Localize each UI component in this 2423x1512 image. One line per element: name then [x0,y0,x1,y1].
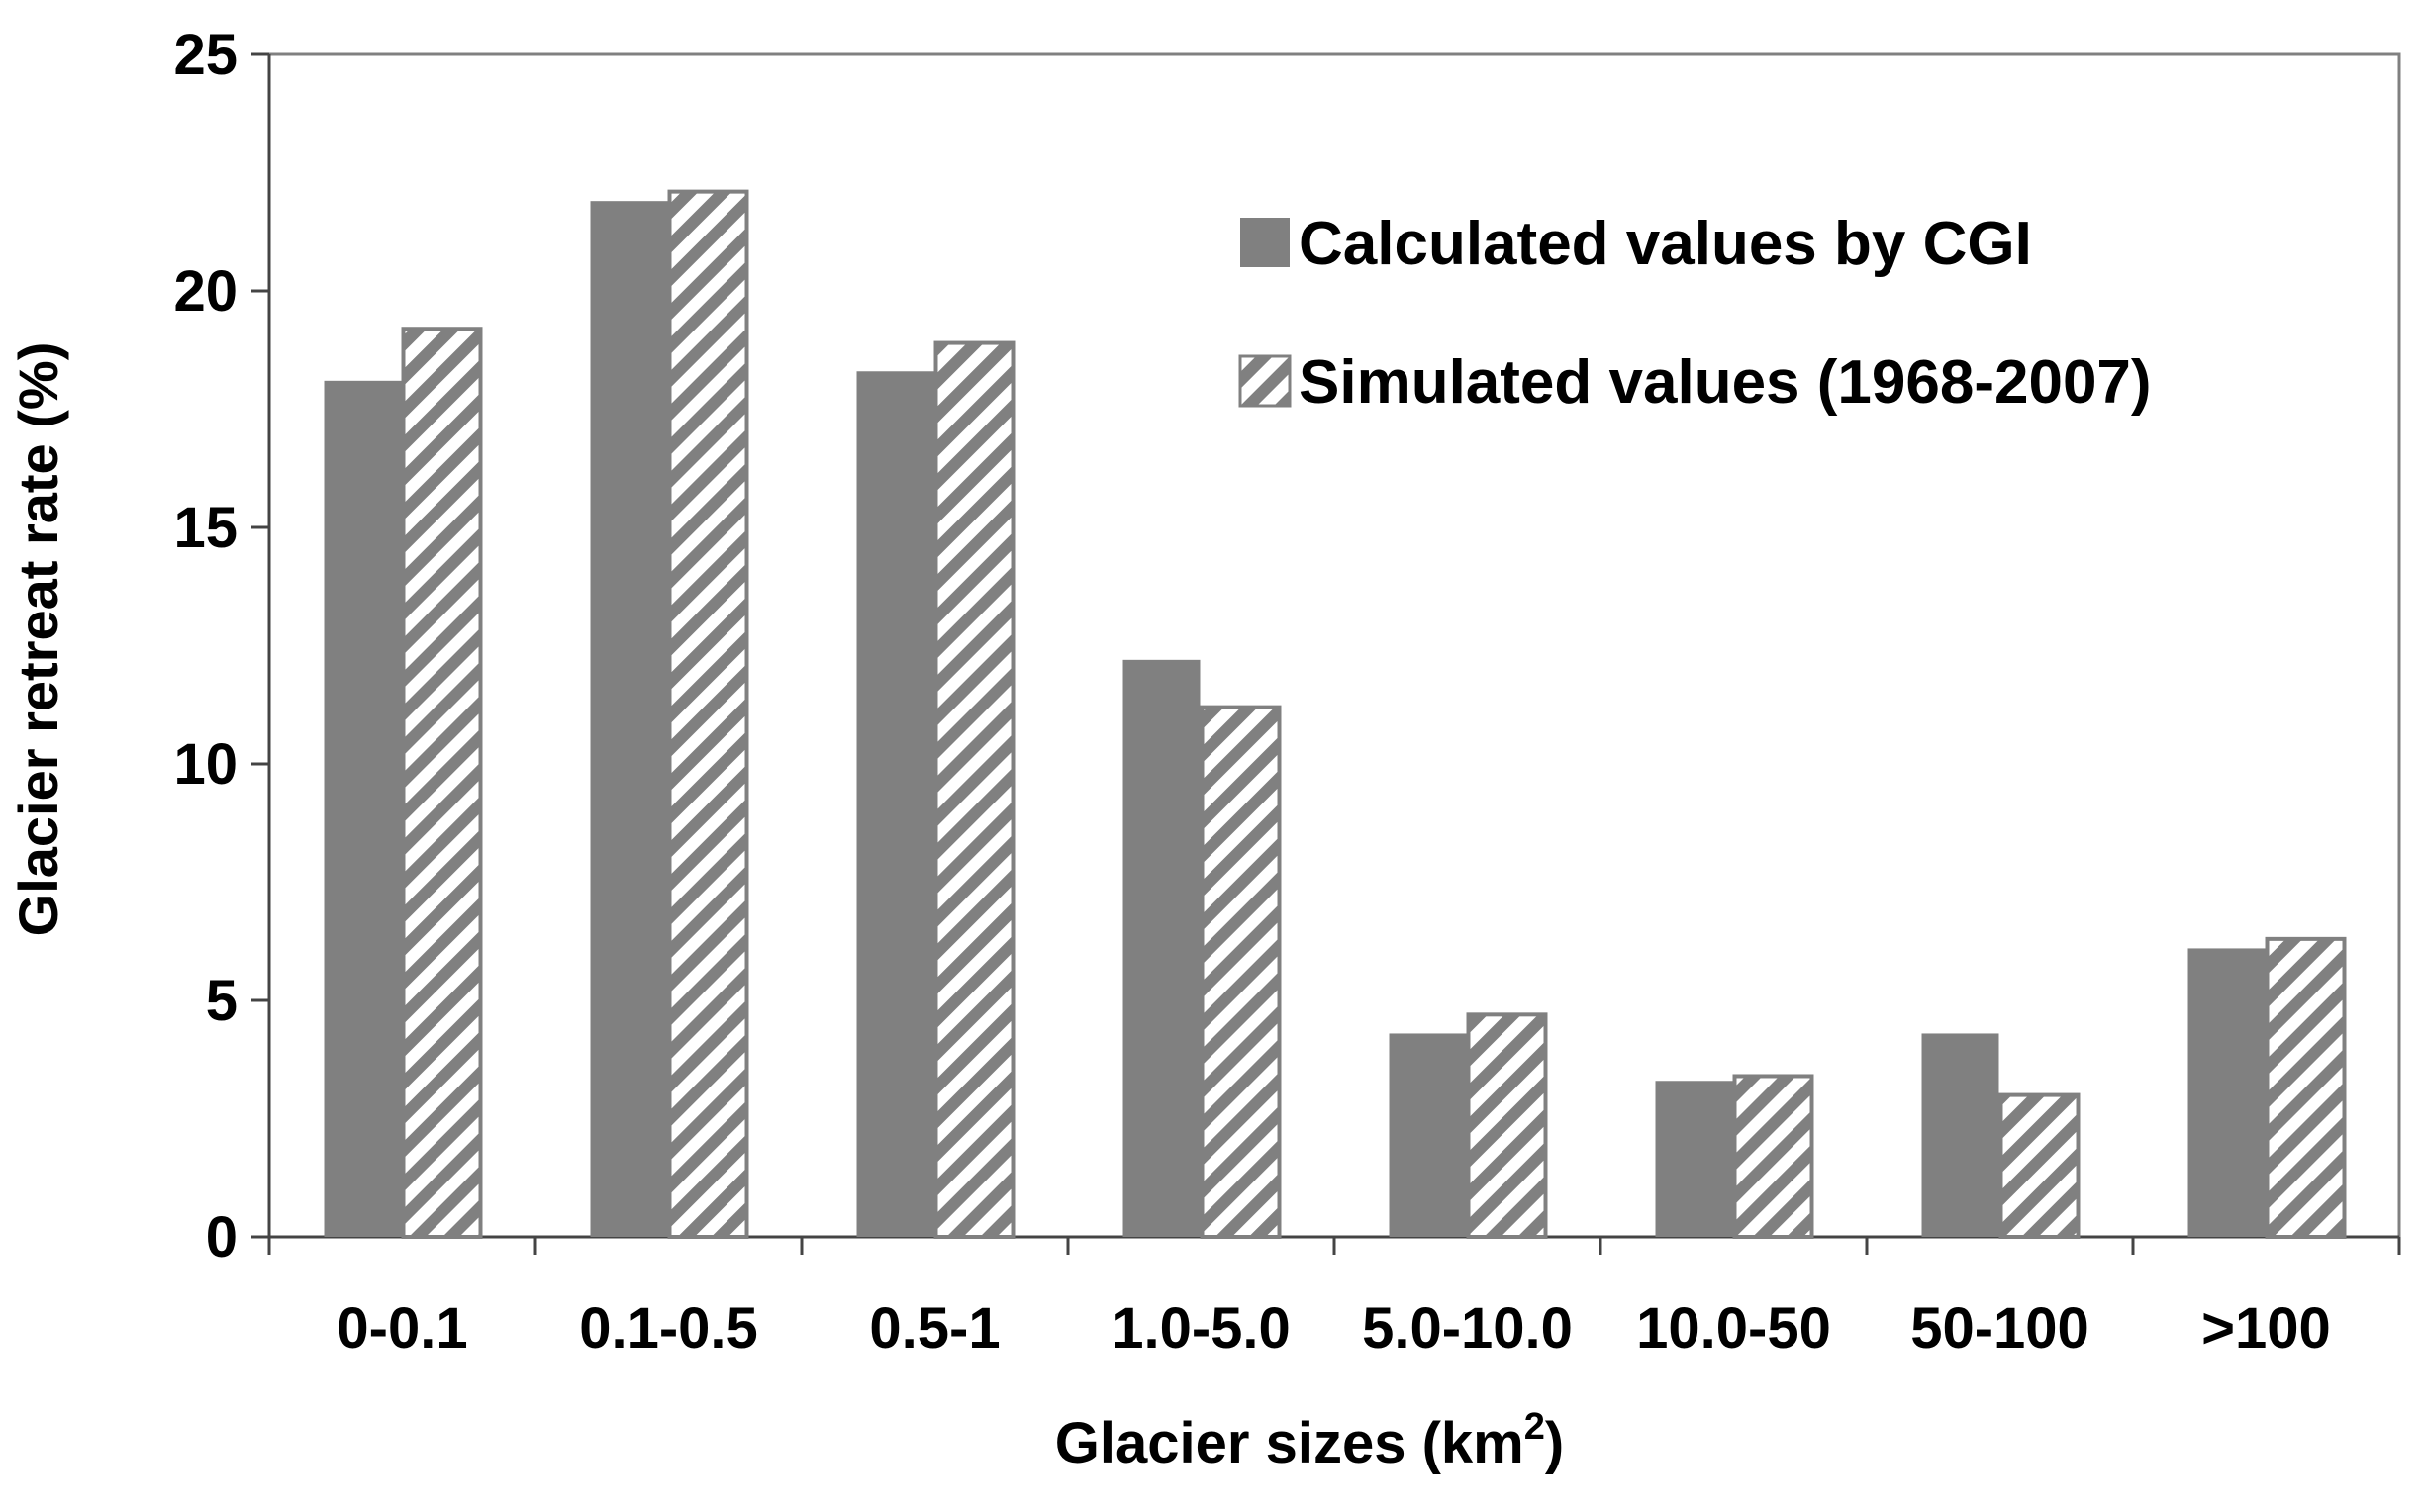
x-tick-label: 5.0-10.0 [1362,1296,1573,1361]
legend-swatch [1240,218,1290,267]
x-tick-label: 0.5-1 [869,1296,1000,1361]
bar-simulated [1200,705,1282,1239]
axis-labels: Glacier retreat rate (%) Glacier sizes (… [7,342,1564,1475]
legend: Calculated values by CGI Simulated values… [1238,210,2152,417]
x-tick-label: 10.0-50 [1636,1296,1831,1361]
legend-label: Calculated values by CGI [1299,210,2032,278]
x-axis-title: Glacier sizes (km2) [1055,1406,1564,1475]
x-tick-label: >100 [2201,1296,2331,1361]
y-tick-label: 0 [206,1205,238,1270]
bar-calculated [1921,1033,1999,1237]
x-axis-title-suffix: ) [1545,1411,1564,1475]
axes: 0 5 10 15 20 25 0-0.1 0.1-0.5 0.5-1 1.0-5.0 5.0-10… [173,23,2401,1361]
bar-simulated [1732,1074,1814,1239]
y-tick-label: 25 [173,23,238,87]
y-axis-title: Glacier retreat rate (%) [7,342,69,937]
bar-calculated [856,371,934,1237]
x-tick-label: 0-0.1 [337,1296,467,1361]
bar-simulated [1466,1012,1548,1239]
y-tick-label: 15 [173,496,238,560]
bar-calculated [2187,948,2266,1237]
y-tick-label: 20 [173,259,238,324]
bar-calculated [1122,659,1201,1237]
bar-simulated [1998,1092,2081,1239]
bar-simulated [667,189,749,1239]
x-axis-title-superscript: 2 [1524,1406,1545,1448]
bars [324,189,2347,1239]
bar-simulated [401,327,483,1239]
legend-swatch [1238,354,1292,408]
x-tick-label: 0.1-0.5 [579,1296,758,1361]
bar-simulated [933,340,1016,1239]
bar-calculated [1389,1033,1467,1237]
x-axis-title-main: Glacier sizes (km [1055,1411,1524,1475]
x-tick-label: 50-100 [1910,1296,2089,1361]
bar-calculated [324,380,402,1237]
legend-label: Simulated values (1968-2007) [1299,348,2152,417]
y-tick-label: 10 [173,732,238,797]
bar-simulated [2265,936,2347,1239]
y-tick-label: 5 [206,969,238,1033]
bar-calculated [590,201,668,1238]
bar-calculated [1655,1081,1733,1237]
x-tick-label: 1.0-5.0 [1112,1296,1291,1361]
